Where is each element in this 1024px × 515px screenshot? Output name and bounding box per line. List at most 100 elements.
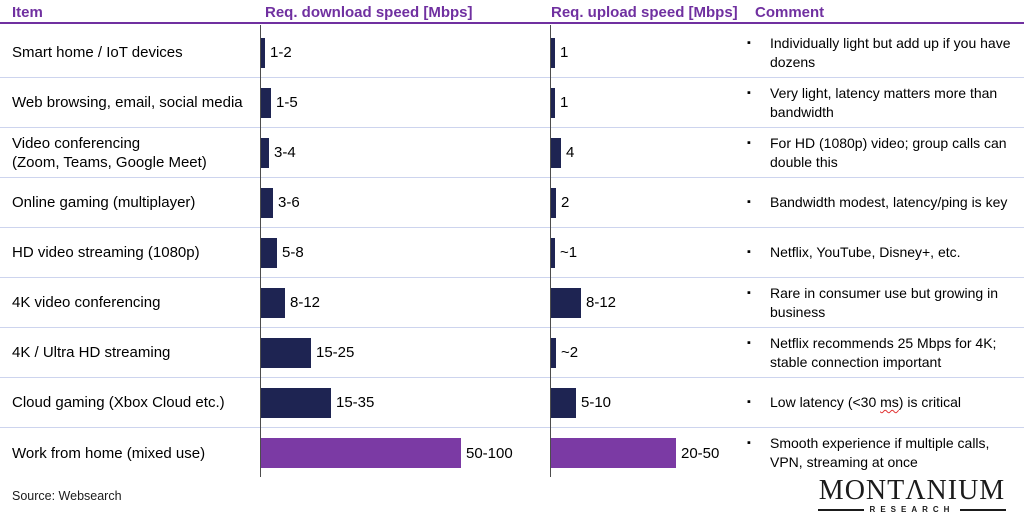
comment-text: Bandwidth modest, latency/ping is key [770, 194, 1008, 210]
download-bar-cell: 1-5 [260, 78, 550, 127]
comment: ▪ For HD (1080p) video; group calls can … [747, 134, 1024, 172]
download-value-label: 5-8 [282, 244, 304, 261]
comment: ▪ Low latency (<30 ms) is critical [747, 393, 1024, 412]
table-row: Web browsing, email, social media 1-5 1 … [0, 78, 1024, 128]
table-row: Smart home / IoT devices 1-2 1 ▪ Individ… [0, 28, 1024, 78]
item-cell: Cloud gaming (Xbox Cloud etc.) [0, 393, 260, 412]
upload-bar [551, 237, 555, 268]
logo-rule-right [960, 508, 1007, 511]
comment: ▪ Netflix, YouTube, Disney+, etc. [747, 243, 1024, 262]
download-value-label: 50-100 [466, 444, 513, 462]
upload-value-label: 20-50 [681, 444, 720, 462]
upload-bar [551, 37, 555, 68]
upload-bar [551, 187, 556, 218]
item-cell: Online gaming (multiplayer) [0, 193, 260, 212]
table-row: Video conferencing (Zoom, Teams, Google … [0, 128, 1024, 178]
comment-text: Very light, latency matters more than ba… [770, 84, 998, 120]
bullet-icon: ▪ [747, 396, 751, 408]
upload-value-label: 1 [560, 94, 569, 111]
bullet-icon: ▪ [747, 246, 751, 258]
upload-value-label: 1 [560, 44, 569, 61]
table-row: 4K video conferencing 8-12 8-12 ▪ Rare i… [0, 278, 1024, 328]
comment: ▪ Netflix recommends 25 Mbps for 4K; sta… [747, 334, 1024, 372]
comment-text: Smooth experience if multiple calls, VPN… [770, 435, 990, 470]
download-bar [261, 137, 269, 168]
upload-bar-cell: 2 [550, 178, 745, 227]
comment: ▪ Bandwidth modest, latency/ping is key [747, 193, 1024, 212]
item-label: HD video streaming (1080p) [12, 244, 200, 261]
table-row: HD video streaming (1080p) 5-8 ~1 ▪ Netf… [0, 228, 1024, 278]
comment: ▪ Smooth experience if multiple calls, V… [747, 434, 1024, 472]
download-axis-line [260, 25, 261, 477]
comment-cell: ▪ Smooth experience if multiple calls, V… [745, 428, 1024, 478]
upload-value-label: 4 [566, 144, 575, 161]
comment-cell: ▪ Individually light but add up if you h… [745, 28, 1024, 77]
upload-bar [551, 137, 561, 168]
upload-bar-cell: 1 [550, 78, 745, 127]
comment-cell: ▪ Very light, latency matters more than … [745, 78, 1024, 127]
upload-bar-cell: 20-50 [550, 428, 745, 478]
comment-text: For HD (1080p) video; group calls can do… [770, 134, 1007, 170]
download-bar [261, 187, 273, 218]
upload-bar [551, 387, 576, 418]
upload-bar-cell: ~2 [550, 328, 745, 377]
upload-bar-cell: 8-12 [550, 278, 745, 327]
item-label: Video conferencing [12, 134, 141, 152]
download-bar-cell: 3-4 [260, 128, 550, 177]
item-label: 4K / Ultra HD streaming [12, 344, 171, 361]
download-bar [261, 37, 265, 68]
download-bar [261, 287, 285, 318]
header-download-speed: Req. download speed [Mbps] [265, 3, 473, 21]
upload-value-label: ~1 [560, 244, 578, 261]
download-bar [261, 438, 461, 468]
comment-text: Low latency (<30 ms) is critical [770, 394, 962, 410]
table-header: Item Req. download speed [Mbps] Req. upl… [0, 0, 1024, 24]
bullet-icon: ▪ [747, 36, 751, 49]
item-label: Work from home (mixed use) [12, 444, 206, 462]
bullet-icon: ▪ [747, 437, 751, 449]
download-bar-cell: 50-100 [260, 428, 550, 478]
logo-rule-left [817, 508, 864, 511]
montanium-logo: MONTΛNIUM RESEARCH [809, 477, 1015, 514]
bullet-icon: ▪ [747, 86, 751, 99]
item-label: Cloud gaming (Xbox Cloud etc.) [12, 394, 225, 411]
table-row: 4K / Ultra HD streaming 15-25 ~2 ▪ Netfl… [0, 328, 1024, 378]
table-row: Work from home (mixed use) 50-100 20-50 … [0, 428, 1024, 478]
upload-bar [551, 287, 581, 318]
download-bar-cell: 8-12 [260, 278, 550, 327]
comment-cell: ▪ Netflix, YouTube, Disney+, etc. [745, 228, 1024, 277]
comment: ▪ Individually light but add up if you h… [747, 34, 1024, 72]
item-label-line2: (Zoom, Teams, Google Meet) [12, 153, 207, 171]
item-cell: 4K / Ultra HD streaming [0, 343, 260, 362]
bullet-icon: ▪ [747, 336, 751, 349]
item-cell: Smart home / IoT devices [0, 43, 260, 62]
comment-cell: ▪ Bandwidth modest, latency/ping is key [745, 178, 1024, 227]
upload-bar-cell: ~1 [550, 228, 745, 277]
upload-bar-cell: 5-10 [550, 378, 745, 427]
upload-value-label: 5-10 [581, 394, 612, 411]
item-label: Online gaming (multiplayer) [12, 194, 196, 211]
upload-bar [551, 337, 556, 368]
upload-bar [551, 87, 555, 118]
item-label: Web browsing, email, social media [12, 94, 243, 111]
upload-axis-line [550, 25, 551, 477]
spellcheck-underline: ms [880, 394, 899, 410]
logo-wordmark: MONTΛNIUM [818, 475, 1006, 506]
table-row: Cloud gaming (Xbox Cloud etc.) 15-35 5-1… [0, 378, 1024, 428]
comment-cell: ▪ Rare in consumer use but growing in bu… [745, 278, 1024, 327]
comment: ▪ Rare in consumer use but growing in bu… [747, 284, 1024, 322]
header-item: Item [12, 3, 43, 21]
download-value-label: 3-4 [274, 144, 296, 161]
download-value-label: 1-5 [276, 94, 298, 111]
download-bar-cell: 15-35 [260, 378, 550, 427]
upload-value-label: 2 [561, 194, 570, 211]
download-value-label: 15-35 [336, 394, 375, 411]
download-value-label: 1-2 [270, 44, 292, 61]
comment: ▪ Very light, latency matters more than … [747, 84, 1024, 122]
download-bar [261, 337, 311, 368]
upload-bar-cell: 4 [550, 128, 745, 177]
item-cell: Work from home (mixed use) [0, 444, 260, 463]
upload-value-label: 8-12 [586, 294, 617, 311]
comment-text: Individually light but add up if you hav… [770, 34, 1011, 70]
